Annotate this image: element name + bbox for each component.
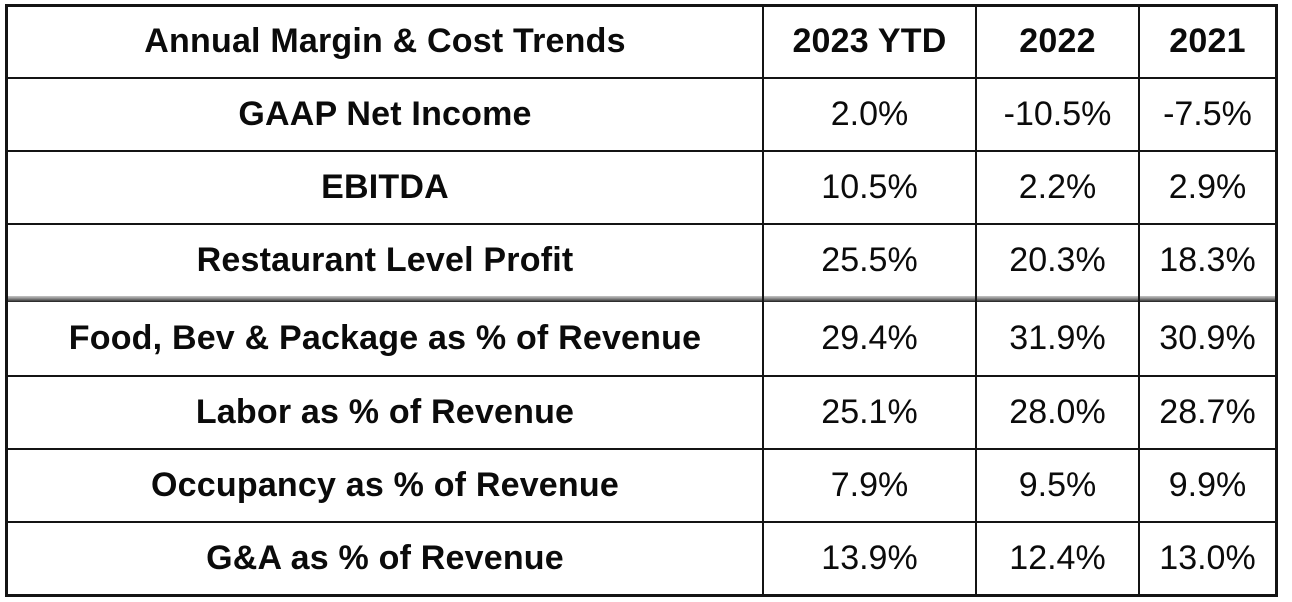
- row-label: Food, Bev & Package as % of Revenue: [8, 302, 764, 375]
- row-label: G&A as % of Revenue: [8, 521, 764, 594]
- header-row: Annual Margin & Cost Trends 2023 YTD 202…: [8, 7, 1275, 77]
- cell-value: 28.0%: [977, 375, 1140, 448]
- cell-value: -10.5%: [977, 77, 1140, 150]
- cell-value: 7.9%: [764, 448, 977, 521]
- cell-value: 20.3%: [977, 223, 1140, 296]
- cell-value: 25.1%: [764, 375, 977, 448]
- table-row-gaap-net-income: GAAP Net Income 2.0% -10.5% -7.5%: [8, 77, 1275, 150]
- row-label: Restaurant Level Profit: [8, 223, 764, 296]
- separator-band: [764, 296, 977, 302]
- row-label: Occupancy as % of Revenue: [8, 448, 764, 521]
- table-row-occupancy: Occupancy as % of Revenue 7.9% 9.5% 9.9%: [8, 448, 1275, 521]
- table-row-ga: G&A as % of Revenue 13.9% 12.4% 13.0%: [8, 521, 1275, 594]
- cell-value: -7.5%: [1140, 77, 1275, 150]
- separator-band: [8, 296, 764, 302]
- column-header-2023-ytd: 2023 YTD: [764, 7, 977, 77]
- table-row-food-bev-package: Food, Bev & Package as % of Revenue 29.4…: [8, 302, 1275, 375]
- row-label: GAAP Net Income: [8, 77, 764, 150]
- column-header-2021: 2021: [1169, 22, 1246, 61]
- cell-value: 2.9%: [1140, 150, 1275, 223]
- cell-value: 2.0%: [764, 77, 977, 150]
- thick-separator-row: [8, 296, 1275, 302]
- cell-value: 12.4%: [977, 521, 1140, 594]
- cell-value: 2.2%: [977, 150, 1140, 223]
- cell-value: 9.9%: [1140, 448, 1275, 521]
- cell-value: 10.5%: [764, 150, 977, 223]
- column-header-2022: 2022: [977, 7, 1140, 77]
- row-label: EBITDA: [8, 150, 764, 223]
- table-title: Annual Margin & Cost Trends: [8, 7, 764, 77]
- separator-band: [1140, 296, 1275, 302]
- margin-cost-trends-table: Annual Margin & Cost Trends 2023 YTD 202…: [5, 4, 1278, 597]
- cell-value: 30.9%: [1159, 318, 1256, 357]
- table-row-restaurant-level-profit: Restaurant Level Profit 25.5% 20.3% 18.3…: [8, 223, 1275, 296]
- cell-value: 13.9%: [764, 521, 977, 594]
- table-row-labor: Labor as % of Revenue 25.1% 28.0% 28.7%: [8, 375, 1275, 448]
- cell-value: 28.7%: [1140, 375, 1275, 448]
- row-label: Labor as % of Revenue: [8, 375, 764, 448]
- cell-value: 25.5%: [764, 223, 977, 296]
- cell-value: 31.9%: [977, 302, 1140, 375]
- cell-value: 9.5%: [977, 448, 1140, 521]
- separator-band: [977, 296, 1140, 302]
- cell-value: 13.0%: [1140, 521, 1275, 594]
- table-row-ebitda: EBITDA 10.5% 2.2% 2.9%: [8, 150, 1275, 223]
- cell-value: 29.4%: [764, 302, 977, 375]
- cell-value: 18.3%: [1140, 223, 1275, 296]
